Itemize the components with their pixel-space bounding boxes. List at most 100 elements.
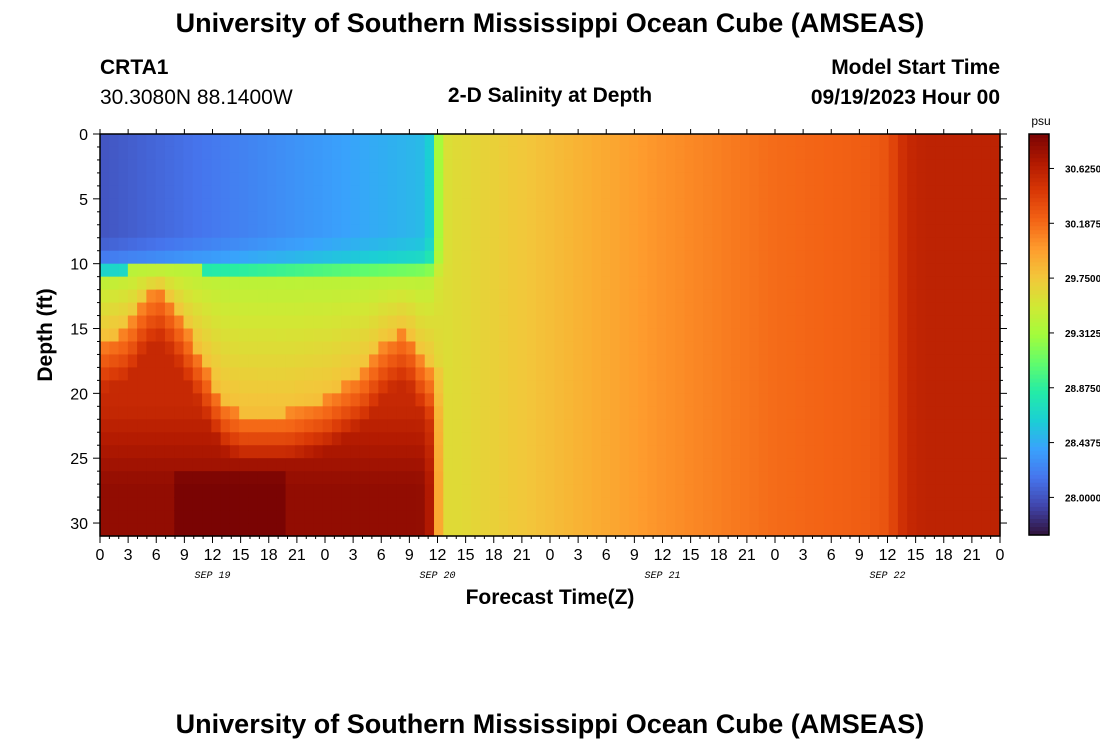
heatmap-cell (870, 134, 880, 148)
heatmap-cell (563, 510, 574, 524)
heatmap-cell (489, 484, 500, 498)
heatmap-cell (944, 134, 955, 148)
heatmap-cell (471, 224, 482, 239)
heatmap-cell (628, 419, 639, 433)
heatmap-cell (870, 523, 880, 537)
heatmap-cell (536, 380, 546, 394)
heatmap-cell (202, 159, 212, 174)
x-tick-label: 0 (321, 547, 330, 564)
heatmap-cell (248, 432, 259, 446)
heatmap-cell (563, 419, 574, 433)
heatmap-cell (137, 250, 147, 265)
heatmap-cell (740, 419, 751, 433)
heatmap-cell (703, 510, 713, 524)
heatmap-cell (109, 159, 120, 174)
heatmap-cell (962, 250, 973, 265)
heatmap-cell (888, 250, 899, 265)
heatmap-cell (118, 250, 129, 265)
heatmap-cell (823, 328, 834, 343)
heatmap-cell (443, 328, 454, 343)
heatmap-cell (619, 237, 630, 252)
heatmap-cell (461, 471, 472, 485)
heatmap-cell (935, 289, 945, 304)
heatmap-cell (888, 315, 899, 330)
heatmap-cell (944, 393, 955, 407)
heatmap-cell (749, 198, 760, 213)
heatmap-cell (638, 315, 649, 330)
heatmap-cell (406, 224, 417, 239)
heatmap-cell (795, 328, 806, 343)
heatmap-cell (749, 419, 760, 433)
heatmap-cell (396, 250, 407, 265)
heatmap-cell (805, 497, 816, 511)
colorbar-label: 30.1875 (1065, 219, 1100, 230)
heatmap-cell (378, 159, 389, 174)
heatmap-cell (100, 134, 110, 148)
heatmap-cell (341, 146, 352, 161)
heatmap-cell (387, 237, 398, 252)
heatmap-cell (304, 250, 314, 265)
heatmap-cell (610, 510, 621, 524)
heatmap-cell (415, 393, 426, 407)
heatmap-cell (823, 315, 834, 330)
colorbar-step (1029, 262, 1049, 267)
heatmap-cell (211, 393, 222, 407)
heatmap-cell (749, 367, 760, 381)
heatmap-cell (202, 471, 212, 485)
heatmap-cell (276, 315, 287, 330)
heatmap-cell (953, 146, 964, 161)
heatmap-cell (619, 419, 630, 433)
heatmap-cell (777, 172, 788, 187)
heatmap-cell (304, 224, 314, 239)
heatmap-cell (248, 393, 259, 407)
heatmap-cell (851, 510, 862, 524)
heatmap-cell (248, 237, 259, 252)
heatmap-cell (935, 198, 945, 213)
heatmap-cell (452, 354, 463, 369)
heatmap-cell (378, 484, 389, 498)
heatmap-cell (396, 315, 407, 330)
heatmap-cell (396, 302, 407, 317)
heatmap-cell (424, 484, 435, 498)
heatmap-cell (684, 276, 695, 291)
heatmap-cell (109, 497, 120, 511)
heatmap-cell (174, 471, 185, 485)
colorbar-step (1029, 498, 1049, 504)
heatmap-cell (981, 328, 992, 343)
heatmap-cell (406, 134, 417, 148)
heatmap-cell (684, 172, 695, 187)
heatmap-cell (554, 458, 565, 472)
heatmap-cell (703, 367, 713, 381)
heatmap-cell (675, 276, 686, 291)
heatmap-cell (601, 432, 611, 446)
heatmap-cell (823, 276, 834, 291)
heatmap-cell (239, 328, 250, 343)
heatmap-cell (935, 134, 945, 148)
heatmap-cell (100, 224, 110, 239)
colorbar-label: 28.4375 (1065, 439, 1100, 450)
heatmap-cell (888, 432, 899, 446)
heatmap-cell (712, 432, 723, 446)
heatmap-cell (248, 367, 259, 381)
heatmap-cell (712, 172, 723, 187)
heatmap-cell (434, 211, 444, 226)
heatmap-cell (369, 302, 379, 317)
heatmap-cell (554, 393, 565, 407)
heatmap-cell (322, 250, 333, 265)
heatmap-cell (443, 159, 454, 174)
heatmap-cell (239, 458, 250, 472)
heatmap-cell (712, 276, 723, 291)
heatmap-cell (220, 341, 231, 356)
heatmap-cell (461, 406, 472, 420)
heatmap-cell (536, 445, 546, 459)
date-label: SEP 20 (419, 571, 455, 582)
colorbar-step (1029, 198, 1049, 203)
heatmap-cell (953, 523, 964, 537)
heatmap-cell (675, 172, 686, 187)
heatmap-cell (322, 211, 333, 226)
heatmap-cell (684, 354, 695, 369)
heatmap-cell (925, 276, 936, 291)
heatmap-cell (740, 341, 751, 356)
heatmap-cell (155, 276, 166, 291)
station-id: CRTA1 (100, 56, 169, 79)
